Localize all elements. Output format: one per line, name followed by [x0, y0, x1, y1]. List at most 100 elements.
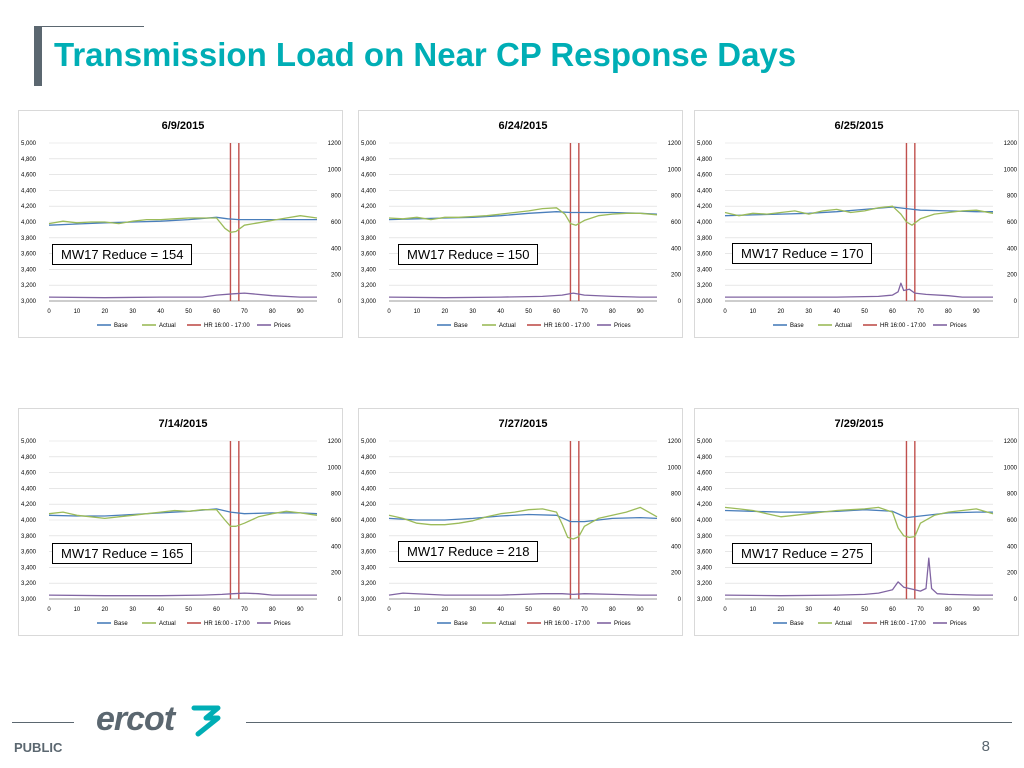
x-tick-label: 60	[553, 607, 560, 613]
x-tick-label: 0	[387, 607, 391, 613]
x-tick-label: 40	[497, 607, 504, 613]
x-tick-label: 90	[973, 309, 980, 315]
y-tick-label: 4,400	[361, 486, 377, 492]
page-number: 8	[981, 738, 990, 755]
y2-tick-label: 0	[1014, 597, 1018, 603]
footer-label: PUBLIC	[14, 740, 63, 755]
y-tick-label: 3,800	[21, 236, 37, 242]
x-tick-label: 20	[101, 607, 108, 613]
x-tick-label: 20	[441, 607, 448, 613]
series-actual	[724, 506, 994, 539]
y-tick-label: 4,000	[697, 518, 713, 524]
y2-tick-label: 200	[331, 571, 342, 577]
y-tick-label: 4,800	[697, 157, 713, 163]
series-prices	[48, 592, 317, 597]
series-base	[388, 211, 658, 221]
y2-tick-label: 800	[331, 194, 342, 200]
x-tick-label: 0	[387, 309, 391, 315]
y-tick-label: 3,800	[697, 534, 713, 540]
y-tick-label: 4,400	[361, 188, 377, 194]
y-tick-label: 3,200	[361, 283, 377, 289]
legend-label: HR 16:00 - 17:00	[204, 323, 250, 329]
y2-tick-label: 1000	[1004, 167, 1018, 173]
series-actual	[724, 205, 994, 226]
x-tick-label: 50	[861, 607, 868, 613]
reduce-label-3: MW17 Reduce = 170	[732, 243, 873, 264]
x-tick-label: 0	[723, 607, 727, 613]
series-actual	[48, 509, 318, 527]
legend-label: Base	[790, 323, 804, 329]
y-tick-label: 3,200	[21, 581, 37, 587]
series-prices	[48, 292, 317, 299]
y-tick-label: 4,200	[697, 502, 713, 508]
legend-label: HR 16:00 - 17:00	[544, 621, 590, 627]
y2-tick-label: 1200	[328, 439, 342, 445]
series-actual	[388, 207, 658, 226]
chart-title: 7/14/2015	[159, 418, 208, 430]
x-tick-label: 50	[525, 607, 532, 613]
x-tick-label: 40	[157, 309, 164, 315]
line-chart: 7/29/2015 5,000 4,800 4,600 4,400 4,200 4,000 3…	[697, 418, 1018, 627]
chart-title: 6/24/2015	[499, 120, 548, 132]
y-tick-label: 3,800	[21, 534, 37, 540]
y-tick-label: 3,600	[21, 252, 37, 258]
legend-label: Prices	[274, 323, 291, 329]
y-tick-label: 3,200	[697, 581, 713, 587]
y-tick-label: 4,800	[361, 157, 377, 163]
y2-tick-label: 400	[1007, 544, 1018, 550]
y-tick-label: 5,000	[697, 141, 713, 147]
series-prices	[388, 592, 657, 596]
series-actual	[48, 215, 318, 233]
legend-label: Actual	[499, 323, 516, 329]
x-tick-label: 10	[74, 309, 81, 315]
logo-mark-icon	[191, 705, 221, 737]
line-chart: 6/24/2015 5,000 4,800 4,600 4,400 4,200 4,000 3…	[361, 120, 682, 329]
legend-label: Actual	[835, 323, 852, 329]
y2-tick-label: 400	[1007, 246, 1018, 252]
legend-label: HR 16:00 - 17:00	[880, 323, 926, 329]
y-tick-label: 3,400	[697, 267, 713, 273]
x-tick-label: 60	[889, 607, 896, 613]
y2-tick-label: 600	[671, 220, 682, 226]
y-tick-label: 5,000	[361, 141, 377, 147]
x-tick-label: 0	[47, 607, 51, 613]
x-tick-label: 20	[101, 309, 108, 315]
y-tick-label: 4,600	[697, 173, 713, 179]
y2-tick-label: 400	[331, 246, 342, 252]
chart-title: 6/9/2015	[162, 120, 205, 132]
series-base	[724, 509, 993, 519]
y2-tick-label: 1200	[1004, 141, 1018, 147]
y-tick-label: 5,000	[697, 439, 713, 445]
y-tick-label: 3,600	[361, 252, 377, 258]
x-tick-label: 20	[777, 309, 784, 315]
y-tick-label: 4,200	[697, 204, 713, 210]
legend-label: Base	[114, 621, 128, 627]
chart-title: 7/27/2015	[499, 418, 548, 430]
y-tick-label: 4,400	[21, 188, 37, 194]
legend-label: Prices	[950, 323, 967, 329]
y2-tick-label: 800	[331, 492, 342, 498]
x-tick-label: 70	[917, 607, 924, 613]
title-accent-bar	[34, 26, 42, 86]
y-tick-label: 3,400	[21, 267, 37, 273]
x-tick-label: 30	[805, 309, 812, 315]
x-tick-label: 30	[129, 607, 136, 613]
line-chart: 6/9/2015 5,000 4,800 4,600 4,400 4,200 4,000 3,…	[21, 120, 342, 329]
y-tick-label: 3,600	[21, 550, 37, 556]
y2-tick-label: 1200	[1004, 439, 1018, 445]
y2-tick-label: 0	[678, 299, 682, 305]
y-tick-label: 4,400	[21, 486, 37, 492]
reduce-label-6: MW17 Reduce = 275	[732, 543, 873, 564]
y-tick-label: 3,000	[361, 597, 377, 603]
y2-tick-label: 800	[1007, 492, 1018, 498]
x-tick-label: 80	[609, 607, 616, 613]
x-tick-label: 40	[833, 607, 840, 613]
legend-label: HR 16:00 - 17:00	[880, 621, 926, 627]
x-tick-label: 40	[497, 309, 504, 315]
x-tick-label: 10	[750, 309, 757, 315]
y2-tick-label: 200	[331, 273, 342, 279]
x-tick-label: 80	[269, 309, 276, 315]
legend-label: Base	[454, 323, 468, 329]
y-tick-label: 4,600	[21, 471, 37, 477]
legend-label: Prices	[274, 621, 291, 627]
